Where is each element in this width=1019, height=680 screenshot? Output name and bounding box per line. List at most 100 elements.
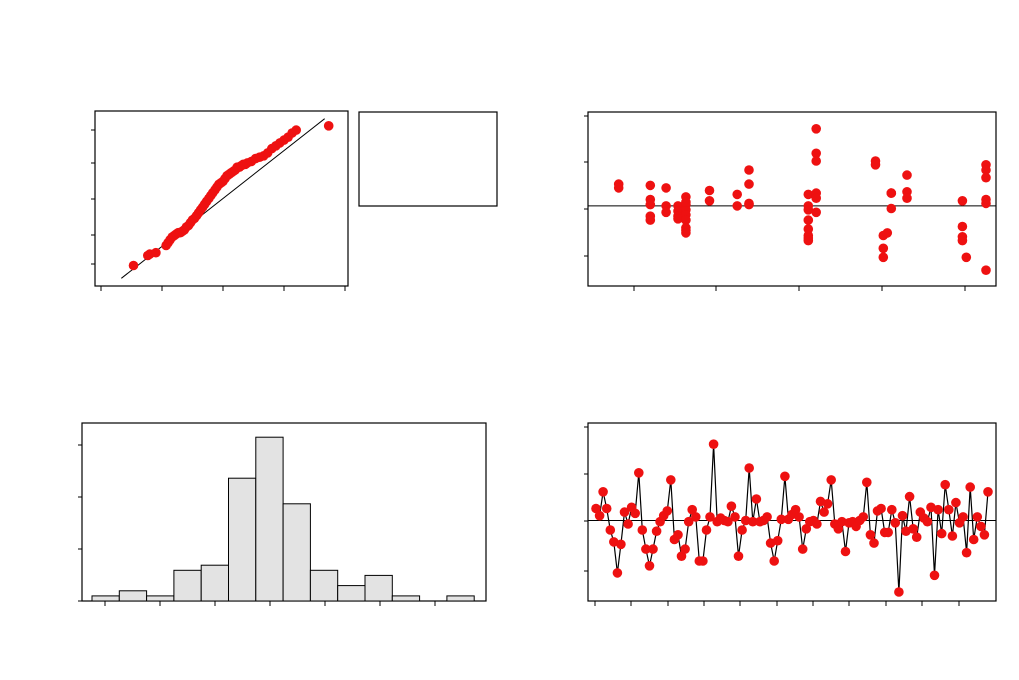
data-point — [819, 507, 829, 517]
data-point — [981, 198, 991, 209]
histogram-plot — [78, 422, 487, 606]
data-point — [634, 468, 644, 478]
data-point — [803, 205, 814, 215]
data-point — [865, 530, 876, 540]
histogram-bar — [446, 595, 475, 602]
data-point — [862, 477, 872, 488]
data-point — [933, 504, 943, 515]
histogram-bar — [118, 590, 148, 602]
data-point — [683, 516, 694, 527]
data-point — [869, 538, 879, 548]
data-point — [641, 544, 651, 554]
data-point — [811, 207, 821, 218]
data-point — [826, 475, 836, 485]
x-axis-ticks — [594, 601, 960, 606]
data-point — [812, 519, 822, 529]
data-point — [676, 551, 687, 561]
data-point — [922, 516, 933, 527]
data-point — [902, 170, 912, 180]
order-points — [591, 439, 993, 597]
data-point — [870, 160, 881, 170]
data-point — [940, 479, 950, 490]
data-point — [981, 172, 991, 183]
histogram-bar — [146, 595, 175, 602]
data-point — [645, 194, 656, 205]
residuals-vs-order-plot — [584, 422, 997, 606]
data-point — [902, 193, 912, 203]
data-point — [794, 512, 804, 522]
data-point — [732, 201, 742, 211]
histogram-bar — [391, 595, 421, 602]
data-point — [594, 510, 605, 521]
data-point — [744, 179, 754, 189]
data-point — [981, 165, 991, 175]
data-point — [833, 524, 844, 534]
data-point — [744, 199, 754, 210]
data-point — [961, 547, 972, 558]
data-point — [957, 221, 968, 232]
data-point — [811, 193, 821, 203]
x-axis-ticks — [633, 286, 966, 291]
data-point — [957, 235, 968, 246]
data-point — [929, 570, 940, 581]
data-point — [662, 506, 673, 516]
data-point — [878, 243, 889, 254]
data-point — [858, 512, 869, 522]
data-point — [666, 475, 676, 485]
histogram-bar — [337, 585, 366, 602]
data-point — [811, 156, 821, 166]
histogram-bar — [200, 564, 229, 602]
data-point — [886, 188, 897, 198]
y-axis-ticks — [584, 426, 588, 572]
x-axis-ticks — [100, 286, 346, 291]
data-point — [645, 180, 656, 191]
data-point — [790, 504, 801, 515]
data-point — [780, 471, 790, 482]
data-point — [904, 491, 915, 502]
data-point — [651, 526, 662, 536]
data-point — [890, 518, 901, 528]
data-point — [769, 556, 779, 566]
probability-points — [128, 121, 334, 271]
data-point — [748, 516, 758, 527]
data-point — [776, 514, 787, 525]
data-point — [983, 487, 993, 497]
data-point — [613, 183, 624, 193]
data-point — [803, 235, 814, 246]
data-point — [957, 196, 968, 206]
data-point — [616, 539, 626, 550]
data-point — [598, 487, 608, 497]
data-point — [661, 207, 671, 218]
data-point — [876, 503, 886, 514]
histogram-bar — [91, 595, 120, 602]
normal-probability-plot — [91, 110, 349, 291]
histogram-bar — [173, 569, 202, 602]
data-point — [732, 189, 742, 200]
histogram-bar — [364, 574, 393, 602]
data-point — [883, 527, 893, 538]
data-point — [751, 494, 762, 504]
data-point — [291, 125, 302, 135]
data-point — [981, 265, 991, 276]
y-axis-ticks — [78, 444, 82, 602]
histogram-bar — [282, 503, 311, 602]
data-point — [691, 512, 701, 522]
data-point — [645, 215, 656, 225]
data-point — [944, 504, 954, 515]
data-point — [894, 587, 904, 597]
data-point — [878, 252, 889, 263]
data-point — [723, 516, 733, 527]
data-point — [605, 525, 616, 535]
data-point — [681, 215, 691, 225]
data-point — [911, 532, 922, 542]
y-axis-ticks — [91, 129, 95, 265]
data-point — [882, 228, 893, 238]
data-point — [644, 561, 655, 571]
plot-frame — [587, 422, 997, 602]
data-point — [801, 524, 812, 534]
data-point — [630, 508, 640, 519]
data-point — [323, 121, 334, 131]
data-point — [726, 501, 737, 512]
data-point — [965, 482, 975, 492]
data-point — [840, 546, 851, 557]
